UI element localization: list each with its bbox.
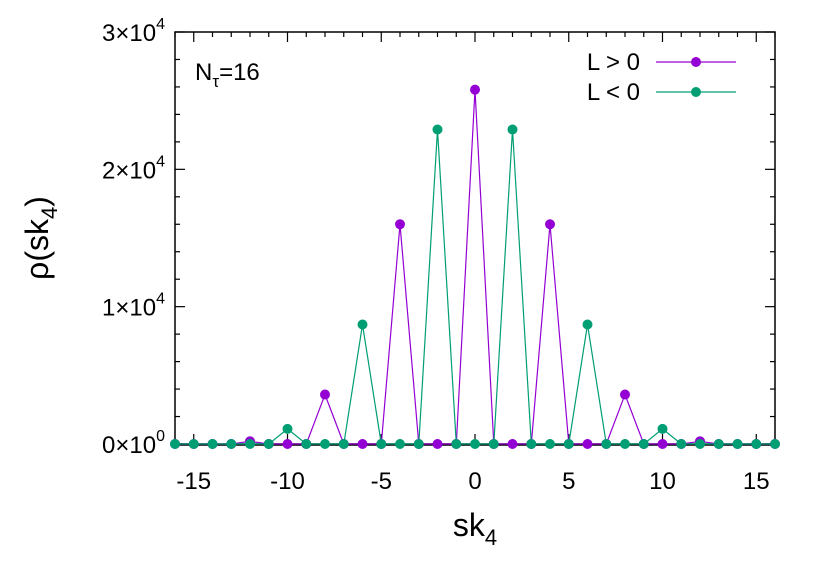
series-0-point [282, 439, 293, 449]
series-1-point [320, 439, 330, 449]
legend-label-l-negative: L < 0 [587, 79, 640, 106]
y-axis-label: ρ(sk4) [19, 196, 62, 280]
series-0-point [470, 84, 480, 95]
series-0-point [582, 439, 593, 449]
x-tick-label: -15 [176, 468, 211, 495]
series-1-point [170, 439, 180, 449]
series-1-point [301, 439, 312, 449]
y-tick-label: 2×104 [102, 153, 165, 184]
legend-marker-l-negative [691, 87, 701, 97]
series-1-point [488, 439, 499, 449]
series-0-point [432, 439, 443, 449]
series-1-point [638, 439, 649, 449]
series-1-point [620, 439, 630, 449]
x-tick-label: 5 [562, 468, 575, 495]
series-0-point [620, 389, 630, 400]
series-line-1 [175, 129, 775, 445]
series-0-point [545, 219, 555, 230]
series-1-point [545, 439, 555, 449]
series-1-point [582, 319, 593, 330]
series-0-point [357, 439, 368, 449]
series-1-point [695, 439, 705, 449]
series-1-point [338, 439, 349, 449]
y-axis-ticks: 0×100 1×104 2×104 3×104 [102, 16, 775, 459]
series-1-point [395, 439, 405, 449]
series-1-point [676, 439, 687, 449]
x-axis-ticks: -15 -10 -5 0 5 10 15 [174, 32, 776, 495]
series-1-point [526, 439, 537, 449]
series-1-point [226, 439, 237, 449]
series-1-point [657, 423, 668, 434]
series-0-point [507, 439, 518, 449]
x-tick-label: -5 [371, 468, 392, 495]
legend: L > 0 L < 0 [587, 49, 736, 106]
series-0-point [320, 389, 330, 400]
series-1-point [770, 439, 780, 449]
y-tick-label: 1×104 [102, 291, 165, 322]
series-1-point [357, 319, 368, 330]
series-0-point [395, 219, 405, 230]
y-tick-label: 3×104 [102, 16, 165, 47]
series-1-point [732, 439, 743, 449]
series-1-point [507, 124, 518, 135]
series-layer [170, 84, 780, 449]
legend-label-l-positive: L > 0 [587, 49, 640, 76]
series-1-point [713, 439, 724, 449]
legend-marker-l-positive [691, 57, 701, 67]
series-1-point [188, 439, 199, 449]
annotation-ntau: Nτ=16 [195, 59, 260, 91]
series-0-point [657, 439, 668, 449]
series-1-point [376, 439, 387, 449]
y-tick-label: 0×100 [102, 428, 165, 459]
x-tick-label: 10 [649, 468, 676, 495]
series-1-point [751, 439, 762, 449]
series-line-0 [175, 89, 775, 445]
series-1-point [563, 439, 574, 449]
x-axis-label: sk4 [453, 507, 497, 550]
series-1-point [601, 439, 612, 449]
series-1-point [413, 439, 424, 449]
series-1-point [263, 439, 274, 449]
series-1-point [245, 439, 255, 449]
x-tick-label: -10 [270, 468, 305, 495]
series-1-point [470, 439, 480, 449]
series-1-point [207, 439, 218, 449]
x-tick-label: 0 [468, 468, 481, 495]
series-1-point [432, 124, 443, 135]
x-tick-label: 15 [743, 468, 770, 495]
series-1-point [451, 439, 462, 449]
series-1-point [282, 423, 293, 434]
